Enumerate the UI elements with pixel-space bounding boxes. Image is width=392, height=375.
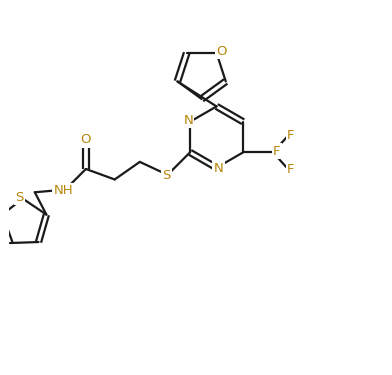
Text: F: F [287,129,295,142]
Text: F: F [273,145,280,158]
Text: S: S [162,170,171,183]
Text: O: O [216,45,227,58]
Text: N: N [183,114,193,127]
Text: O: O [81,134,91,146]
Text: F: F [287,163,295,176]
Text: S: S [16,191,24,204]
Text: NH: NH [54,184,73,197]
Text: N: N [214,162,223,176]
